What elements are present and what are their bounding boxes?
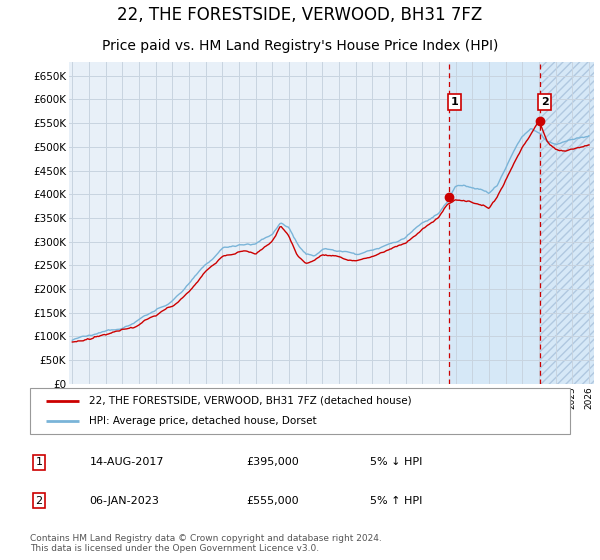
Text: 22, THE FORESTSIDE, VERWOOD, BH31 7FZ (detached house): 22, THE FORESTSIDE, VERWOOD, BH31 7FZ (d… <box>89 396 412 406</box>
Text: 2: 2 <box>541 97 548 107</box>
Bar <box>539 62 594 384</box>
Text: 5% ↓ HPI: 5% ↓ HPI <box>370 458 422 468</box>
Text: Price paid vs. HM Land Registry's House Price Index (HPI): Price paid vs. HM Land Registry's House … <box>102 39 498 54</box>
Text: 1: 1 <box>35 458 43 468</box>
Text: 14-AUG-2017: 14-AUG-2017 <box>89 458 164 468</box>
FancyBboxPatch shape <box>30 388 570 434</box>
Text: 1: 1 <box>451 97 458 107</box>
Text: £555,000: £555,000 <box>246 496 299 506</box>
Text: 2: 2 <box>35 496 43 506</box>
Text: 06-JAN-2023: 06-JAN-2023 <box>89 496 159 506</box>
Text: £395,000: £395,000 <box>246 458 299 468</box>
Text: HPI: Average price, detached house, Dorset: HPI: Average price, detached house, Dors… <box>89 416 317 426</box>
Bar <box>449 62 594 384</box>
Text: 22, THE FORESTSIDE, VERWOOD, BH31 7FZ: 22, THE FORESTSIDE, VERWOOD, BH31 7FZ <box>118 6 482 24</box>
Text: 5% ↑ HPI: 5% ↑ HPI <box>370 496 422 506</box>
Text: Contains HM Land Registry data © Crown copyright and database right 2024.
This d: Contains HM Land Registry data © Crown c… <box>30 534 382 553</box>
